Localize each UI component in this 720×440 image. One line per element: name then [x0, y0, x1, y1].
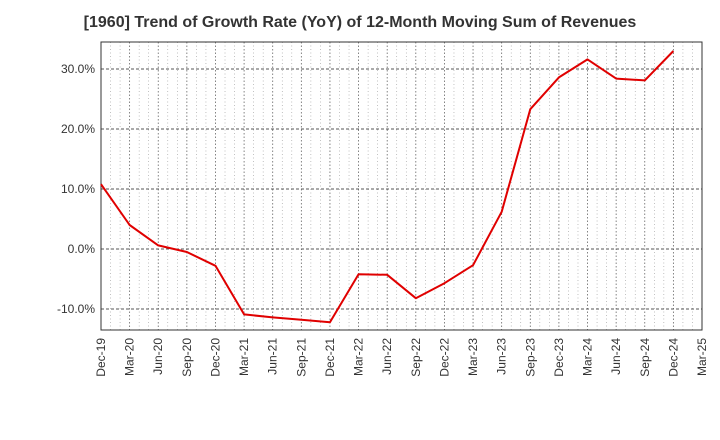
plot-frame — [100, 41, 703, 331]
y-tick-label: 30.0% — [61, 62, 95, 76]
x-tick-label: Mar-22 — [352, 338, 366, 376]
x-tick-label: Mar-20 — [123, 338, 137, 376]
x-tick-label: Dec-22 — [437, 338, 451, 377]
x-tick-label: Mar-24 — [581, 338, 595, 376]
x-tick-label: Dec-21 — [323, 338, 337, 377]
plot-area — [101, 42, 702, 330]
y-tick-label: -10.0% — [57, 302, 95, 316]
x-tick-label: Sep-20 — [180, 338, 194, 377]
x-tick-label: Sep-22 — [409, 338, 423, 377]
y-tick-label: 10.0% — [61, 182, 95, 196]
y-tick-label: 0.0% — [68, 242, 96, 256]
y-tick-label: 20.0% — [61, 122, 95, 136]
x-tick-label: Sep-24 — [638, 338, 652, 377]
x-tick-label: Dec-24 — [666, 338, 680, 377]
x-tick-label: Sep-23 — [523, 338, 537, 377]
x-tick-label: Jun-23 — [495, 338, 509, 375]
x-tick-label: Sep-21 — [294, 338, 308, 377]
x-tick-label: Mar-23 — [466, 338, 480, 376]
x-tick-label: Jun-24 — [609, 338, 623, 375]
x-tick-label: Dec-20 — [208, 338, 222, 377]
x-tick-label: Dec-23 — [552, 338, 566, 377]
x-tick-label: Mar-21 — [237, 338, 251, 376]
x-tick-label: Jun-21 — [266, 338, 280, 375]
x-tick-label: Dec-19 — [94, 338, 108, 377]
x-tick-label: Mar-25 — [695, 338, 709, 376]
x-tick-label: Jun-22 — [380, 338, 394, 375]
chart-title: [1960] Trend of Growth Rate (YoY) of 12-… — [83, 14, 637, 31]
x-tick-label: Jun-20 — [151, 338, 165, 375]
